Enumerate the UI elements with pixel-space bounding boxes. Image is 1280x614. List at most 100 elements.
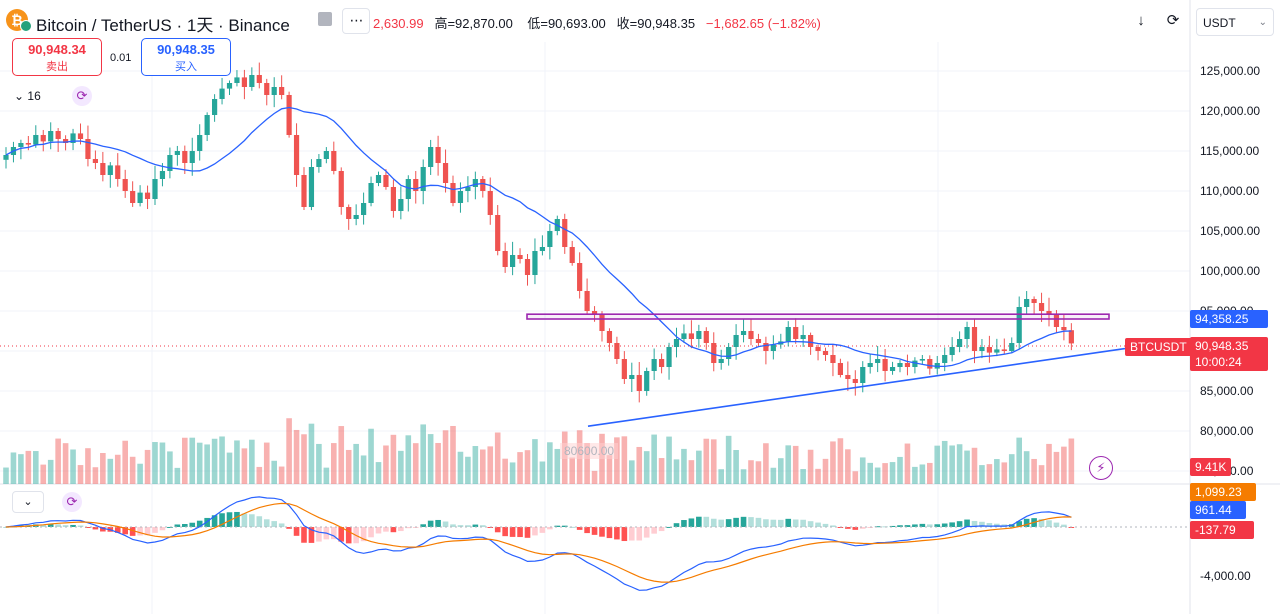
- candle-body: [18, 143, 24, 147]
- candle-body: [130, 191, 136, 203]
- macd-hist-bar: [718, 519, 724, 527]
- macd-hist-bar: [621, 527, 628, 542]
- candle-body: [748, 331, 754, 339]
- replay-icon[interactable]: ⟳: [1166, 12, 1180, 29]
- macd-hist-bar: [1046, 520, 1052, 527]
- refresh-icon[interactable]: ⟳: [72, 86, 92, 106]
- candle-body: [562, 219, 568, 247]
- macd-hist-bar: [55, 524, 61, 527]
- macd-hist-bar: [219, 513, 225, 527]
- indicator-collapse-button[interactable]: ⌄ 16: [14, 89, 41, 103]
- macd-hist-bar: [211, 515, 218, 527]
- macd-hist-bar: [584, 527, 590, 534]
- candle-body: [651, 359, 657, 371]
- candle-body: [398, 199, 404, 211]
- volume-bar: [368, 428, 374, 484]
- symbol-title[interactable]: Bitcoin / TetherUS · 1天 · Binance: [36, 16, 290, 35]
- volume-bar: [621, 436, 628, 484]
- candle-body: [85, 139, 91, 159]
- price-axis-label: 110,000.00: [1200, 184, 1260, 198]
- volume-bar: [696, 450, 702, 484]
- buy-button[interactable]: 90,948.35 买入: [141, 38, 231, 76]
- candle-body: [629, 375, 635, 379]
- macd-hist-bar: [703, 516, 710, 527]
- currency-select[interactable]: USDT ⌄: [1196, 8, 1274, 36]
- price-axis-label: 100,000.00: [1200, 264, 1261, 278]
- candle-body: [264, 83, 270, 95]
- candle-body: [770, 344, 776, 351]
- macd-hist-bar: [859, 527, 866, 529]
- volume-bar: [740, 469, 747, 484]
- candle-body: [867, 363, 873, 367]
- candle-body: [696, 331, 702, 339]
- macd-hist-bar: [785, 518, 792, 527]
- candle-body: [100, 163, 106, 175]
- candle-body: [293, 135, 300, 175]
- volume-bar: [748, 460, 754, 484]
- volume-bar: [755, 461, 762, 484]
- candle-body: [465, 187, 471, 191]
- macd-refresh-icon[interactable]: ⟳: [62, 492, 82, 512]
- volume-bar: [278, 466, 285, 484]
- volume-bar: [852, 471, 859, 484]
- macd-hist-bar: [278, 523, 285, 527]
- resistance-price-tag: 94,358.25: [1190, 310, 1268, 328]
- candle-body: [1038, 303, 1045, 311]
- more-options-icon[interactable]: ⋯: [342, 8, 370, 34]
- volume-bar: [226, 452, 233, 484]
- candle-body: [1061, 327, 1067, 331]
- macd-collapse-button[interactable]: ⌄: [12, 491, 44, 513]
- volume-bar: [681, 448, 687, 484]
- macd-hist-bar: [1061, 524, 1067, 527]
- square-icon[interactable]: [318, 12, 332, 26]
- macd-hist-bar: [792, 519, 799, 527]
- macd-hist-bar: [919, 523, 926, 527]
- volume-bar: [971, 447, 978, 484]
- candle-body: [63, 139, 69, 143]
- volume-bar: [3, 467, 9, 484]
- volume-bar: [912, 466, 918, 484]
- macd-hist-bar: [435, 519, 441, 527]
- macd-hist-bar: [770, 519, 777, 527]
- macd-hist-bar: [182, 524, 188, 527]
- candle-body: [800, 335, 806, 339]
- macd-hist-bar: [517, 527, 523, 538]
- volume-bar: [606, 455, 613, 484]
- candle-body: [681, 333, 687, 339]
- macd-hist-bar: [1016, 521, 1022, 527]
- price-axis-label: 80,000.00: [1200, 424, 1254, 438]
- candle-body: [524, 259, 531, 275]
- macd-hist-bar: [47, 523, 54, 527]
- candle-body: [733, 335, 739, 347]
- macd-hist-bar: [271, 521, 277, 527]
- macd-hist-bar: [40, 524, 47, 527]
- macd-hist-bar: [763, 519, 769, 527]
- candle-body: [137, 192, 143, 203]
- volume-bar: [308, 423, 315, 484]
- candle-body: [1009, 343, 1015, 351]
- download-icon[interactable]: ↓: [1137, 12, 1145, 29]
- candle-body: [949, 347, 955, 355]
- candle-body: [241, 77, 247, 87]
- macd-hist-bar: [554, 525, 561, 527]
- volume-bar: [25, 450, 32, 484]
- volume-bar: [733, 450, 739, 484]
- macd-hist-bar: [636, 527, 643, 541]
- volume-bar: [979, 465, 985, 484]
- volume-bar: [122, 440, 128, 484]
- candle-body: [159, 171, 166, 179]
- volume-bar: [941, 440, 948, 484]
- volume-bar: [286, 418, 292, 484]
- volume-bar: [152, 442, 158, 484]
- volume-bar: [435, 442, 441, 484]
- candle-body: [942, 355, 948, 363]
- lightning-icon[interactable]: ⚡: [1089, 456, 1113, 480]
- ohlc-close-label: 收=90,948.35: [616, 16, 696, 31]
- candle-body: [726, 347, 732, 359]
- currency-value: USDT: [1203, 16, 1236, 30]
- buy-price: 90,948.35: [157, 42, 215, 57]
- macd-hist-bar: [457, 525, 464, 527]
- sell-button[interactable]: 90,948.34 卖出: [12, 38, 102, 76]
- macd-hist-bar: [599, 527, 605, 537]
